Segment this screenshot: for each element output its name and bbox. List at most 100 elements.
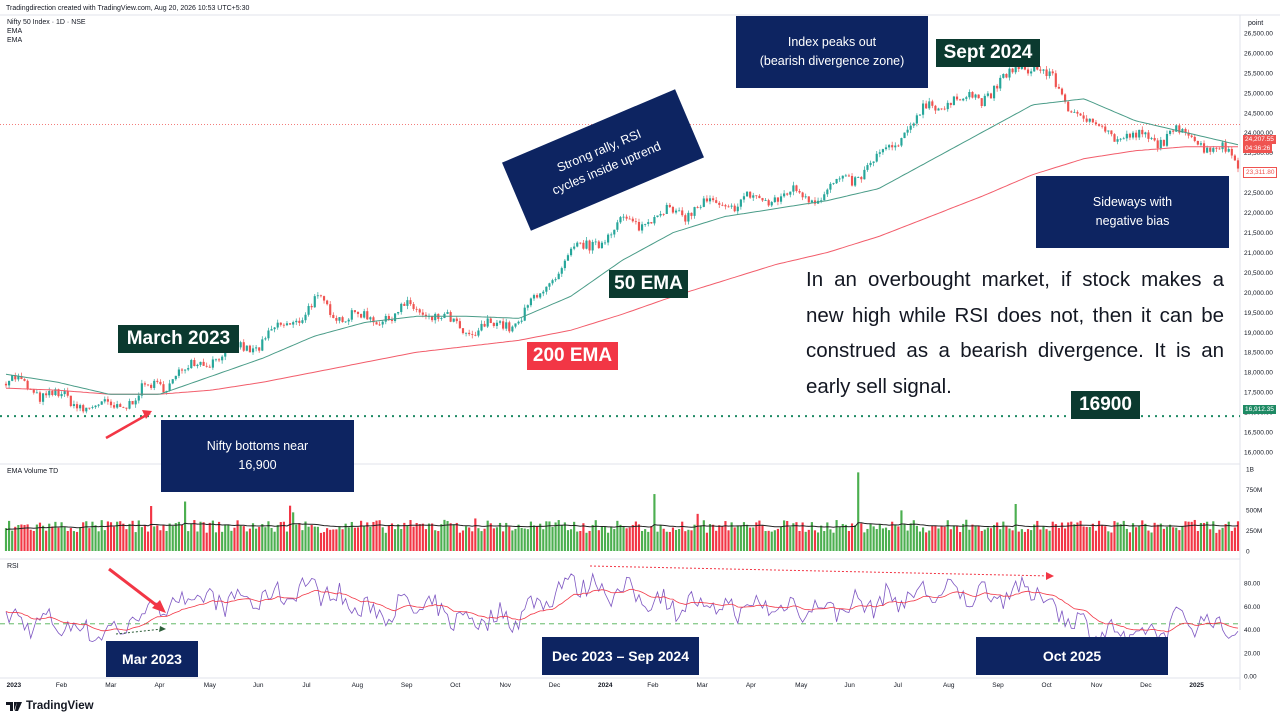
volume-bar (551, 526, 554, 551)
candle-body (116, 404, 119, 408)
indicator-ema-2[interactable]: EMA (7, 37, 23, 44)
candle-body (773, 197, 776, 203)
volume-bar (786, 520, 789, 551)
candle-body (406, 300, 409, 306)
volume-bar (236, 520, 239, 551)
volume-bar (523, 528, 526, 551)
price-tick-label: 19,500.00 (1244, 310, 1273, 317)
volume-bar (267, 521, 270, 551)
volume-bar (474, 518, 477, 551)
candle-body (492, 322, 495, 326)
volume-bar (211, 520, 214, 551)
candle-body (38, 392, 42, 402)
volume-bar (310, 525, 313, 551)
volume-bar (588, 530, 591, 551)
candle-body (23, 379, 26, 381)
candle-body (1233, 155, 1236, 161)
candle-body (539, 293, 542, 298)
candle-body (1218, 148, 1221, 150)
volume-bar (88, 528, 91, 551)
candle-body (912, 123, 915, 126)
candle-body (464, 332, 468, 334)
volume-bar (529, 521, 532, 551)
candle-body (1073, 111, 1076, 113)
volume-bar (1187, 521, 1190, 551)
time-tick-label: 2025 (1189, 682, 1204, 689)
candle-body (949, 102, 952, 105)
price-tick-label: 25,000.00 (1244, 90, 1273, 97)
tradingview-logo[interactable]: TradingView (6, 700, 94, 712)
candle-body (180, 369, 184, 371)
candle-body (347, 319, 350, 322)
volume-bar (1091, 523, 1094, 551)
volume-bar (449, 523, 452, 551)
candle-body (579, 242, 582, 244)
candle-body (474, 334, 477, 336)
candle-body (1131, 132, 1135, 138)
price-badge-prev: 23,311.80 (1243, 167, 1278, 178)
volume-bar (854, 525, 857, 551)
volume-pane-title[interactable]: EMA Volume TD (7, 468, 59, 475)
rsi-pane-title[interactable]: RSI (7, 563, 19, 570)
candle-body (91, 407, 94, 408)
candle-body (366, 311, 369, 320)
volume-bar (415, 522, 418, 551)
volume-bar (705, 532, 708, 551)
candle-body (718, 202, 721, 205)
volume-tick-label: 250M (1246, 528, 1262, 535)
candle-body (1085, 118, 1088, 122)
volume-bar (699, 525, 702, 551)
candle-body (205, 365, 208, 367)
volume-bar (471, 531, 474, 551)
volume-bar (79, 527, 82, 551)
volume-bar (869, 523, 872, 551)
volume-bar (1054, 524, 1057, 551)
candle-body (273, 327, 276, 330)
candle-body (616, 222, 619, 230)
candle-body (1051, 71, 1054, 74)
volume-bar (134, 532, 137, 551)
volume-bar (412, 526, 415, 551)
candle-body (1088, 118, 1091, 122)
candle-body (372, 317, 375, 323)
volume-bar (214, 532, 218, 551)
time-tick-label: May (795, 682, 808, 689)
volume-bar (1011, 530, 1014, 551)
volume-bar (393, 529, 397, 551)
price-tick-label: 18,000.00 (1244, 370, 1273, 377)
scale-mode-label[interactable]: point (1248, 20, 1264, 27)
candle-body (1196, 140, 1199, 145)
indicator-ema-1[interactable]: EMA (7, 28, 23, 35)
candle-body (554, 279, 557, 281)
symbol-title[interactable]: Nifty 50 Index · 1D · NSE (7, 19, 86, 26)
candle-body (1168, 130, 1172, 134)
volume-bar (1193, 519, 1196, 551)
volume-bar (829, 529, 832, 551)
candle-body (338, 317, 341, 321)
candle-body (937, 108, 940, 111)
candle-body (350, 310, 353, 320)
volume-bar (764, 531, 767, 551)
volume-bar (566, 530, 570, 551)
candle-body (477, 330, 480, 336)
volume-bar (174, 523, 177, 551)
volume-bar (789, 526, 792, 551)
volume-bar (344, 523, 347, 551)
candle-body (696, 207, 699, 208)
time-tick-label: Mar (697, 682, 709, 689)
candle-body (313, 296, 316, 308)
rsi-divergence-head (1046, 572, 1054, 580)
volume-bar (739, 525, 742, 551)
volume-bar (545, 521, 548, 551)
candle-body (764, 200, 767, 201)
candle-body (267, 330, 270, 339)
candle-body (310, 305, 313, 308)
candle-body (573, 246, 576, 249)
candle-body (863, 169, 866, 180)
time-tick-label: Dec (549, 682, 561, 689)
volume-bar (57, 527, 60, 551)
candle-body (316, 295, 319, 297)
candle-body (712, 198, 715, 201)
volume-bar (996, 522, 999, 551)
volume-bar (1178, 530, 1181, 551)
